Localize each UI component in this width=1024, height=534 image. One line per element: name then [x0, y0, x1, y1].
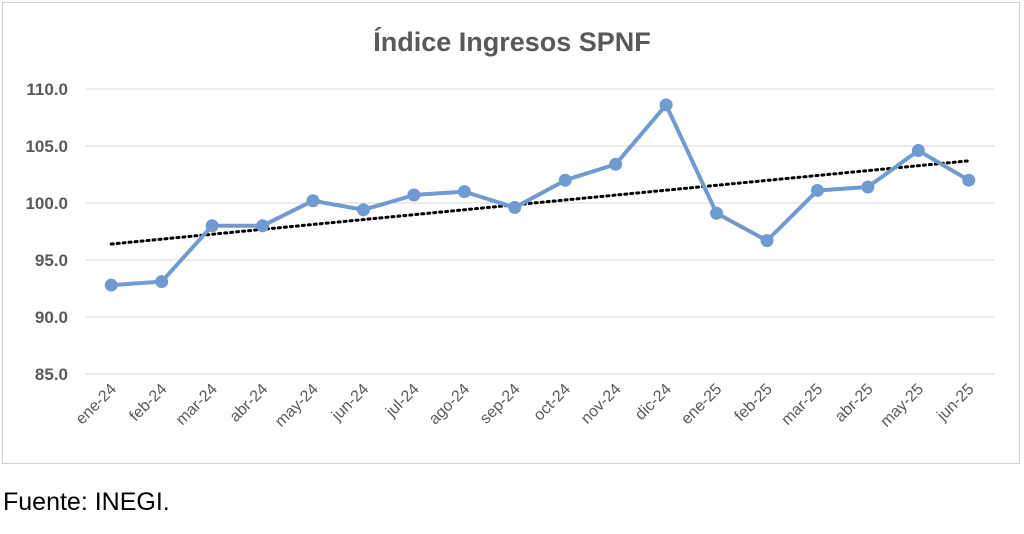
data-point: [256, 219, 270, 233]
series-line: [109, 102, 971, 288]
data-point: [760, 234, 774, 248]
data-point: [558, 173, 572, 187]
x-tick-label: may-24: [272, 381, 322, 431]
trendline: [109, 159, 971, 246]
x-tick-label: ene-24: [73, 381, 120, 428]
data-point: [508, 201, 522, 215]
x-tick-label: ene-25: [678, 381, 725, 428]
x-tick-label: jun-25: [933, 381, 977, 425]
x-tick-label: abr-24: [227, 381, 272, 426]
data-point: [810, 183, 824, 197]
data-point: [457, 185, 471, 199]
data-point: [356, 203, 370, 217]
data-point: [407, 188, 421, 202]
data-point: [861, 180, 875, 194]
data-point: [104, 278, 118, 292]
x-tick-label: nov-24: [578, 381, 625, 428]
x-tick-label: oct-24: [531, 381, 575, 425]
x-tick-label: dic-24: [632, 381, 675, 424]
x-tick-label: mar-25: [778, 381, 826, 429]
data-point: [911, 144, 925, 158]
x-tick-label: feb-24: [126, 381, 170, 425]
x-tick-label: ago-24: [426, 381, 473, 428]
x-tick-label: may-25: [877, 381, 927, 431]
y-tick-label: 110.0: [26, 80, 68, 99]
y-tick-label: 85.0: [35, 365, 68, 384]
y-tick-label: 105.0: [25, 137, 68, 156]
x-tick-label: abr-25: [832, 381, 877, 426]
chart-frame: Índice Ingresos SPNF: [2, 2, 1020, 464]
y-tick-label: 95.0: [35, 251, 68, 270]
data-point: [659, 98, 673, 112]
x-tick-label: feb-25: [732, 381, 776, 425]
data-point: [155, 275, 169, 289]
data-point: [609, 157, 623, 171]
source-note: Fuente: INEGI.: [3, 488, 170, 516]
y-tick-label: 100.0: [25, 194, 68, 213]
data-point: [306, 194, 320, 208]
x-tick-label: sep-24: [477, 381, 524, 428]
data-point: [710, 206, 724, 220]
x-tick-label: mar-24: [173, 381, 221, 429]
y-tick-label: 90.0: [35, 308, 68, 327]
data-point: [205, 219, 219, 233]
x-tick-label: jul-24: [382, 381, 422, 421]
chart-title: Índice Ingresos SPNF: [373, 27, 651, 57]
x-tick-label: jun-24: [328, 381, 372, 425]
data-point: [962, 173, 976, 187]
